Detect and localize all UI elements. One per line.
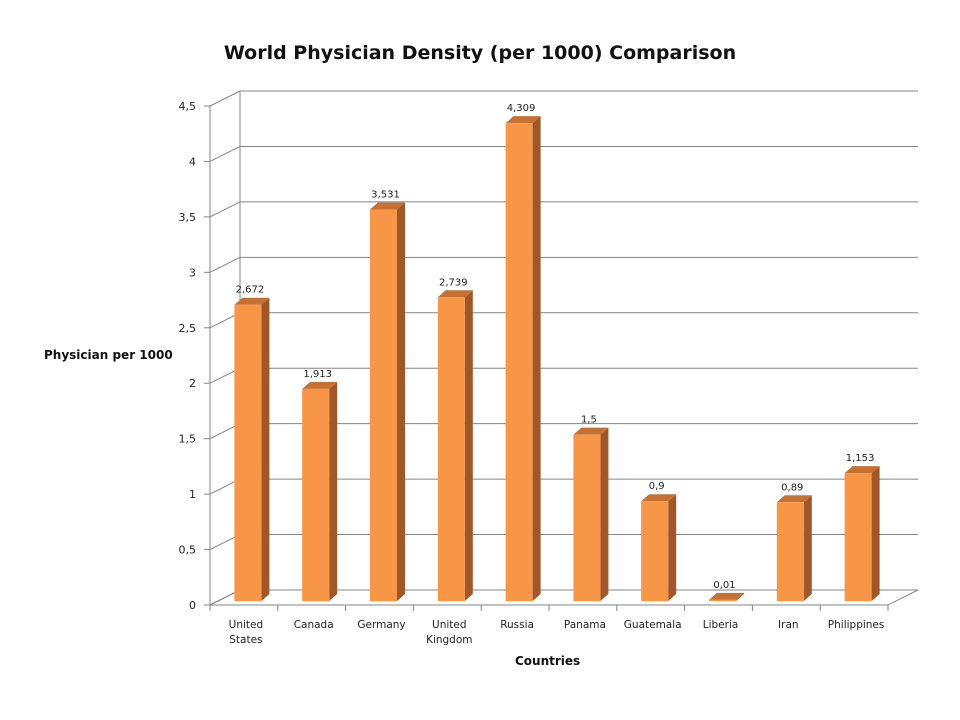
data-label: 0,89 — [781, 482, 803, 493]
x-tick-label: Russia — [500, 619, 534, 631]
y-tick-label: 3 — [189, 266, 196, 279]
bar-side — [736, 592, 744, 601]
bar-top — [776, 495, 812, 503]
x-axis-label: Countries — [515, 654, 581, 668]
bar — [844, 466, 880, 601]
y-tick-label: 3,5 — [179, 211, 197, 224]
bar — [234, 297, 270, 601]
bar-side — [532, 116, 541, 601]
bar-side — [329, 381, 338, 601]
x-tick-label: Canada — [294, 619, 334, 631]
x-tick-label: United — [432, 619, 467, 631]
y-tick-label: 4,5 — [179, 100, 197, 113]
bar-side — [668, 494, 677, 601]
bar — [776, 495, 812, 601]
y-tick-label: 1 — [189, 488, 196, 501]
x-tick-label: Liberia — [703, 619, 739, 631]
bar-front — [302, 388, 330, 601]
y-tick-label: 2,5 — [179, 322, 197, 335]
data-label: 1,913 — [303, 369, 332, 380]
bar — [709, 592, 744, 601]
chart-floor — [209, 589, 919, 606]
x-tick-label: Iran — [778, 619, 799, 631]
bar-top — [234, 297, 270, 305]
bar — [505, 116, 541, 601]
y-tick-label: 0,5 — [179, 544, 197, 557]
bar-front — [505, 123, 533, 601]
bar-side — [600, 427, 609, 601]
bar-top — [505, 116, 541, 124]
x-tick-label: United — [229, 619, 264, 631]
data-label: 1,5 — [581, 415, 597, 426]
labels: 0 0,5 1 1,5 2 2,5 3 3,5 4 4,5 2,672 United States 1,9… — [179, 100, 885, 646]
x-tick-label: Germany — [357, 619, 405, 631]
gridline-depth — [209, 256, 241, 273]
x-tick-label: Panama — [564, 619, 606, 631]
data-label: 4,309 — [507, 103, 536, 114]
bar-front — [437, 297, 465, 601]
bar-side — [464, 290, 473, 601]
bar-front — [709, 599, 736, 601]
x-tick-label: Guatemala — [624, 619, 682, 631]
y-tick-label: 2 — [189, 377, 196, 390]
bar-front — [641, 501, 669, 601]
bar — [302, 381, 338, 601]
bar — [573, 427, 609, 601]
x-tick-label: Philippines — [828, 619, 885, 631]
bar-front — [573, 434, 601, 601]
bar-side — [871, 466, 880, 601]
bar-side — [803, 495, 812, 601]
bar — [437, 290, 473, 601]
bar-top — [370, 202, 405, 210]
y-tick-label: 0 — [189, 599, 196, 612]
gridline-depth — [209, 201, 241, 218]
x-tick-label: Kingdom — [426, 634, 472, 646]
bars — [234, 116, 880, 601]
data-label: 2,739 — [439, 277, 468, 288]
bar-top — [844, 466, 880, 474]
bar-side — [397, 202, 405, 601]
bar-top — [573, 427, 609, 435]
bar-top — [437, 290, 473, 298]
gridline-depth — [209, 145, 241, 162]
data-label: 0,9 — [649, 481, 665, 492]
y-axis-label: Physician per 1000 — [44, 348, 173, 362]
bar-front — [234, 304, 262, 601]
y-tick-label: 4 — [189, 155, 196, 168]
data-label: 0,01 — [713, 580, 735, 591]
bar-top — [302, 381, 338, 389]
bar-top — [641, 494, 677, 502]
bar — [641, 494, 677, 601]
bar-front — [370, 209, 397, 601]
y-tick-label: 1,5 — [179, 433, 197, 446]
bar-top — [709, 592, 744, 600]
gridline-depth — [209, 90, 241, 107]
bar-side — [261, 297, 270, 601]
chart-title: World Physician Density (per 1000) Compa… — [223, 42, 737, 64]
data-label: 2,672 — [236, 285, 265, 296]
bar — [370, 202, 405, 601]
bar-front — [776, 502, 804, 601]
data-label: 1,153 — [846, 453, 875, 464]
bar-front — [844, 473, 872, 601]
data-label: 3,531 — [371, 189, 400, 200]
x-tick-label: States — [229, 634, 262, 646]
